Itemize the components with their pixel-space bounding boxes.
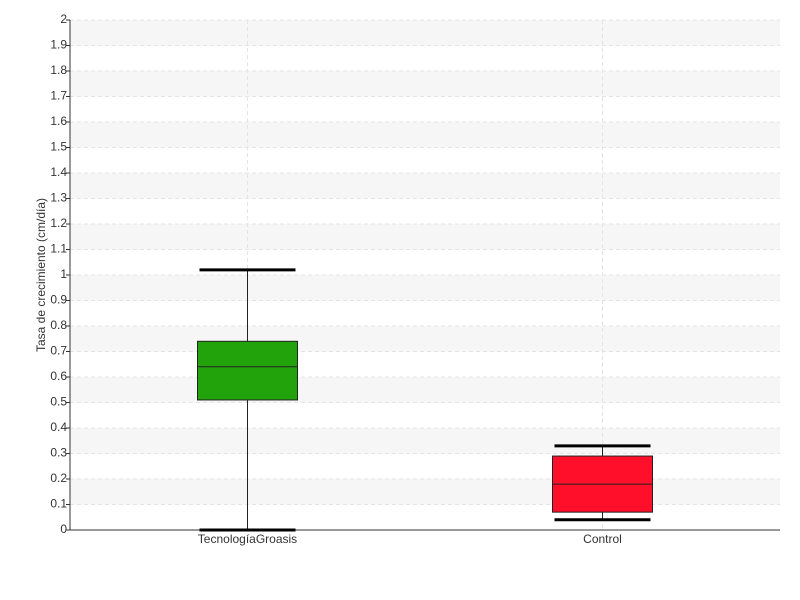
y-tick-label: 1.7 [50, 89, 67, 103]
y-tick-label: 0 [60, 522, 67, 536]
x-tick-label: TecnologíaGroasis [198, 532, 297, 546]
y-tick-label: 0.7 [50, 344, 67, 358]
y-tick-label: 1 [60, 267, 67, 281]
y-tick-label: 1.2 [50, 216, 67, 230]
x-tick-label: Control [583, 532, 622, 546]
grid-band [70, 428, 780, 454]
grid-band [70, 173, 780, 199]
grid-band [70, 479, 780, 505]
y-axis-label: Tasa de crecimiento (cm/día) [34, 198, 48, 352]
y-tick-label: 1.5 [50, 140, 67, 154]
grid-band [70, 326, 780, 352]
y-tick-label: 2 [60, 12, 67, 26]
y-tick-label: 0.2 [50, 471, 67, 485]
grid-band [70, 275, 780, 301]
y-tick-label: 0.5 [50, 395, 67, 409]
y-tick-label: 0.6 [50, 369, 67, 383]
y-tick-label: 1.4 [50, 165, 67, 179]
grid-band [70, 377, 780, 403]
grid-band [70, 71, 780, 97]
y-tick-label: 1.1 [50, 242, 67, 256]
y-tick-label: 1.9 [50, 38, 67, 52]
grid-band [70, 122, 780, 148]
y-tick-label: 0.1 [50, 497, 67, 511]
grid-band [70, 20, 780, 46]
y-tick-label: 0.8 [50, 318, 67, 332]
box [197, 340, 298, 401]
y-tick-label: 1.8 [50, 63, 67, 77]
y-tick-label: 0.4 [50, 420, 67, 434]
y-tick-label: 0.3 [50, 446, 67, 460]
y-tick-label: 1.6 [50, 114, 67, 128]
y-tick-label: 1.3 [50, 191, 67, 205]
background-layer [70, 19, 780, 531]
y-tick-label: 0.9 [50, 293, 67, 307]
grid-band [70, 224, 780, 250]
